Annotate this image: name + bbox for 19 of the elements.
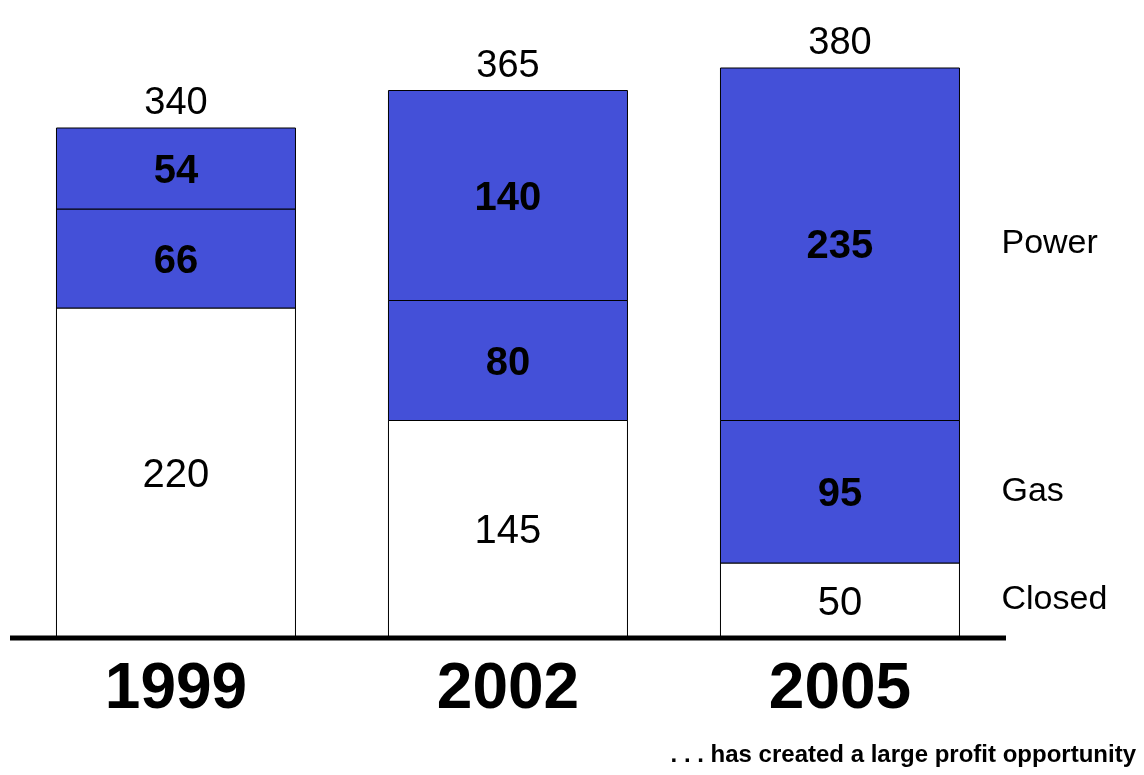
data-label: 140 [474,173,542,218]
data-label: 66 [153,236,199,281]
data-label: 50 [817,578,863,623]
x-tick-label: 1999 [104,650,248,722]
series-label: Gas [1001,469,1064,508]
data-label: 80 [485,338,531,383]
data-label: 95 [817,469,863,514]
total-label: 365 [476,42,540,85]
total-label: 380 [808,20,872,62]
series-label: Power [1001,222,1098,261]
x-tick-label: 2002 [436,650,580,722]
data-label: 54 [153,146,199,191]
data-label: 235 [806,222,874,267]
total-label: 340 [144,80,208,122]
series-label: Closed [1001,578,1108,617]
text: . . . has created a large profit opportunity [669,740,1136,768]
x-tick-label: 2005 [768,650,912,722]
data-label: 145 [474,507,542,552]
data-label: 220 [142,451,210,496]
